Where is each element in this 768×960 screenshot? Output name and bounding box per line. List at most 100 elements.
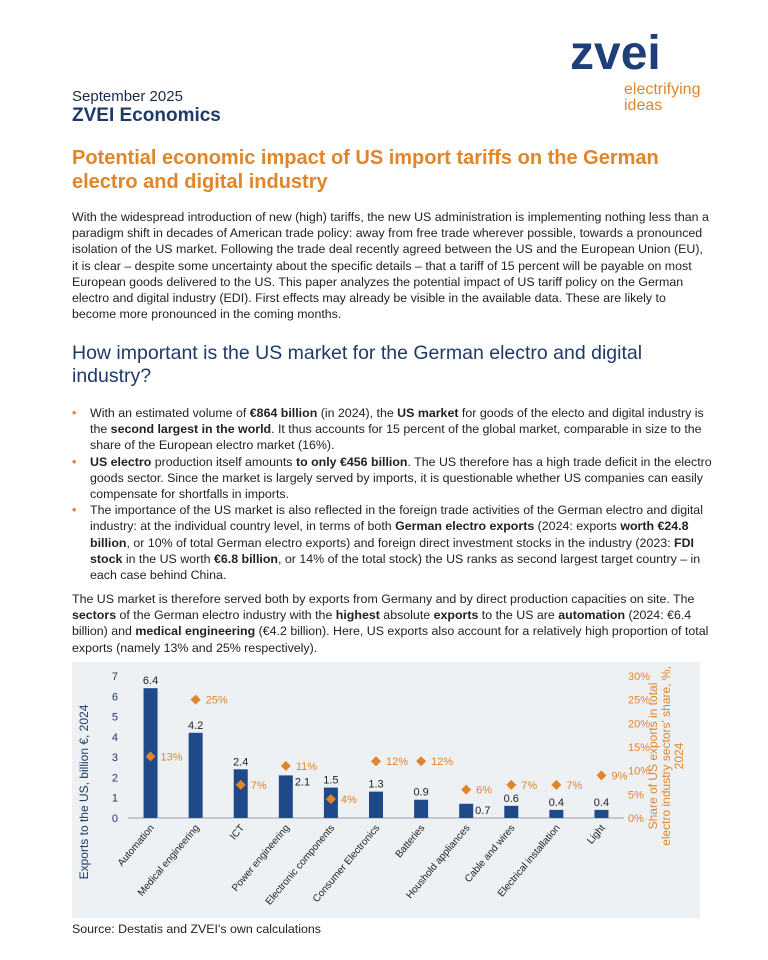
bullet-text-segment: . It thus accounts for 15 percent of the… bbox=[90, 422, 702, 453]
share-marker bbox=[506, 779, 517, 790]
bullet-text-segment: The importance of the US market is also … bbox=[90, 503, 703, 534]
paragraph-two-segment: automation bbox=[558, 608, 626, 623]
bullet-marker-icon: • bbox=[72, 503, 77, 518]
share-marker bbox=[416, 756, 427, 767]
y2-tick-label: 25% bbox=[628, 695, 650, 707]
bullet-item: • With an estimated volume of €864 billio… bbox=[72, 405, 712, 454]
share-marker bbox=[235, 779, 246, 790]
paragraph-two-segment: (2024: €6.4 billion) and bbox=[72, 608, 692, 639]
bullet-item: • US electro production itself amounts to… bbox=[72, 454, 712, 503]
chart-svg: 0 1 2 3 4 5 6 7 0% 5% 10% 15% 20% 25% 30% 6.4 13% Automat… bbox=[77, 666, 686, 907]
bar bbox=[369, 791, 383, 818]
exports-chart: 0 1 2 3 4 5 6 7 0% 5% 10% 15% 20% 25% 30% 6.4 13% Automat… bbox=[72, 662, 700, 918]
share-value-label: 12% bbox=[386, 756, 408, 768]
y-tick-label: 4 bbox=[112, 732, 118, 744]
paragraph-two-segment: The US market is therefore served both b… bbox=[72, 592, 695, 606]
y2-axis-title-line: Share of US exports in total bbox=[646, 683, 660, 830]
paragraph-two-segment: (€4.2 billion). Here, US exports also ac… bbox=[72, 624, 709, 655]
bar bbox=[594, 809, 609, 818]
y-tick-label: 7 bbox=[112, 671, 118, 683]
bullet-text-segment: production itself amounts bbox=[151, 454, 296, 469]
category-label: Automation bbox=[116, 823, 157, 869]
share-marker bbox=[371, 756, 381, 767]
share-marker bbox=[461, 784, 472, 795]
y2-tick-label: 5% bbox=[628, 789, 644, 801]
paragraph-two-segment: to the US are bbox=[478, 608, 559, 623]
publication-date: September 2025 bbox=[72, 88, 183, 105]
paragraph-two-segment: highest bbox=[335, 608, 380, 623]
intro-paragraph: With the widespread introduction of new … bbox=[72, 210, 709, 322]
bullet-text-segment: second largest in the world bbox=[110, 422, 272, 437]
category-label: ICT bbox=[228, 823, 247, 842]
bullet-text-segment: FDI stock bbox=[90, 535, 694, 566]
bar-value-label: 0.6 bbox=[504, 793, 519, 805]
y-tick-label: 2 bbox=[112, 772, 118, 784]
bullet-text-segment: (in 2024), the bbox=[317, 406, 398, 420]
bar-value-label: 2.1 bbox=[295, 776, 310, 788]
share-marker bbox=[551, 779, 562, 790]
y2-tick-label: 30% bbox=[628, 671, 650, 683]
y-axis-title: Exports to the US, billion €, 2024 bbox=[77, 704, 91, 879]
paragraph-two-segment: medical engineering bbox=[135, 624, 256, 639]
share-value-label: 9% bbox=[611, 770, 627, 782]
share-marker bbox=[596, 770, 607, 781]
zvei-logo: zvei electrifying ideas bbox=[566, 28, 726, 124]
bar-value-label: 0.9 bbox=[413, 787, 428, 799]
bar bbox=[549, 809, 564, 818]
bullet-text-segment: With an estimated volume of bbox=[90, 406, 250, 420]
paragraph-two-segment: absolute bbox=[379, 608, 434, 623]
share-marker bbox=[325, 794, 336, 805]
bullet-text-segment: , or 10% of total German electro exports… bbox=[126, 535, 675, 550]
bar bbox=[278, 775, 293, 818]
bar-value-label: 1.5 bbox=[323, 775, 338, 787]
share-value-label: 6% bbox=[476, 785, 492, 797]
y2-tick-label: 10% bbox=[628, 766, 650, 778]
bullet-marker-icon: • bbox=[72, 406, 77, 420]
y-tick-label: 3 bbox=[112, 752, 118, 764]
share-value-label: 13% bbox=[161, 751, 183, 763]
paragraph-two-segment: of the German electro industry with the bbox=[116, 608, 336, 623]
y-tick-label: 6 bbox=[112, 691, 118, 703]
bar bbox=[504, 805, 519, 818]
y2-tick-label: 15% bbox=[628, 742, 650, 754]
share-value-label: 25% bbox=[206, 695, 228, 707]
bullet-text-segment: €6.8 billion bbox=[213, 551, 279, 566]
bullet-text-segment: (2024: exports bbox=[534, 519, 621, 534]
logo-wordmark: zvei bbox=[570, 27, 661, 80]
share-marker bbox=[280, 760, 291, 771]
bullet-text-segment: , or 14% of the total stock) the US rank… bbox=[90, 551, 701, 583]
category-label: Batteries bbox=[394, 823, 428, 860]
bar-value-label: 0.4 bbox=[594, 797, 609, 809]
paragraph-two-segment: exports bbox=[433, 608, 479, 623]
paragraph-two: The US market is therefore served both b… bbox=[72, 591, 712, 656]
y-tick-label: 5 bbox=[112, 712, 118, 724]
share-value-label: 7% bbox=[521, 780, 537, 792]
bar bbox=[459, 803, 474, 818]
paper-title: Potential economic impact of US import t… bbox=[72, 147, 659, 193]
bullet-item: • The importance of the US market is also… bbox=[72, 502, 712, 583]
bar-value-label: 0.4 bbox=[549, 797, 564, 809]
bullet-text-segment: US market bbox=[397, 406, 459, 420]
y2-axis-title-line: electro industry sectors' share, %, bbox=[659, 666, 673, 846]
share-value-label: 12% bbox=[431, 756, 453, 768]
bar bbox=[233, 769, 248, 818]
source-note: Source: Destatis and ZVEI's own calculat… bbox=[72, 922, 321, 936]
y-tick-label: 1 bbox=[112, 793, 118, 805]
share-marker bbox=[145, 751, 156, 762]
bullet-text-segment: . The US therefore has a high trade defi… bbox=[90, 454, 712, 502]
bar-value-label: 4.2 bbox=[188, 720, 203, 732]
bullet-text-segment: worth €24.8 billion bbox=[90, 519, 689, 550]
bullet-list: • With an estimated volume of €864 billio… bbox=[72, 405, 712, 583]
series-name: ZVEI Economics bbox=[72, 105, 221, 126]
share-value-label: 11% bbox=[296, 761, 317, 773]
share-marker bbox=[190, 694, 201, 705]
share-value-label: 4% bbox=[341, 794, 357, 806]
bullet-text-segment: for goods of the electo and digital indu… bbox=[90, 406, 704, 437]
bullet-text-segment: US electro bbox=[90, 454, 152, 469]
share-value-label: 7% bbox=[566, 780, 582, 792]
bar bbox=[188, 732, 203, 818]
bullet-text-segment: German electro exports bbox=[395, 519, 535, 534]
share-value-label: 7% bbox=[251, 780, 267, 792]
bullet-text-segment: €864 billion bbox=[249, 406, 318, 420]
y2-tick-label: 0% bbox=[628, 813, 644, 825]
